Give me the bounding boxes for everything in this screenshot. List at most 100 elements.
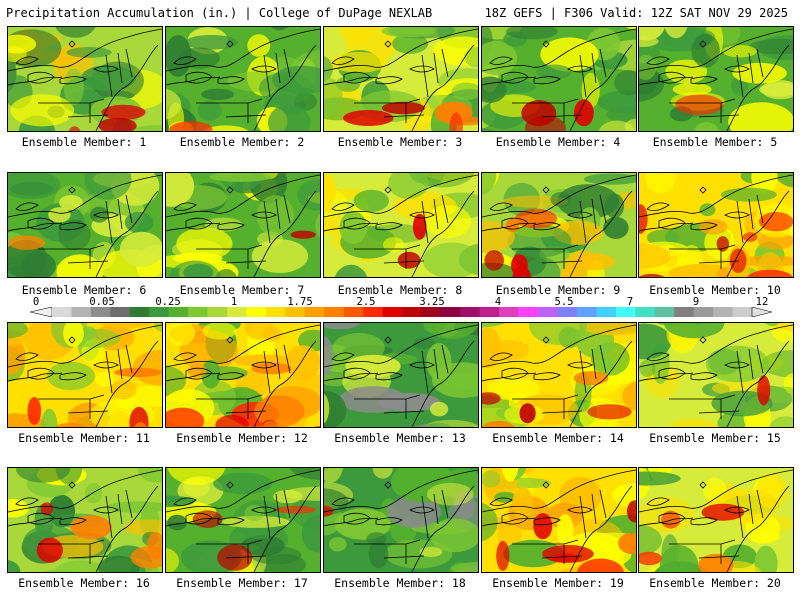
precip-contour-blob [166, 323, 196, 346]
ensemble-map-panel [638, 26, 794, 132]
precip-contour-blob [353, 189, 389, 212]
precip-contour-blob [366, 532, 387, 546]
heavy-precip-blob [169, 121, 213, 131]
precip-contour-blob [66, 47, 112, 58]
map-outline [343, 367, 371, 380]
map-outline [669, 394, 740, 419]
colorbar-tick-label: 0 [32, 296, 40, 308]
map-outline [8, 76, 63, 86]
precip-contour-blob [324, 323, 361, 330]
precip-contour-blob [230, 468, 243, 469]
colorbar-segment [635, 307, 656, 317]
ensemble-map-panel [7, 467, 163, 573]
map-outline [15, 497, 39, 507]
heavy-precip-blob [27, 397, 42, 425]
ensemble-map-panel [481, 322, 637, 428]
precip-contour-blob [95, 371, 115, 387]
station-marker [384, 481, 392, 489]
ensemble-member-label: Ensemble Member: 8 [337, 283, 463, 297]
map-outline [324, 324, 478, 368]
precip-contour-blob [536, 64, 572, 80]
map-outline [411, 340, 475, 427]
map-outline [331, 56, 355, 66]
map-outline [251, 506, 277, 514]
precip-contour-blob [56, 254, 104, 277]
map-outline [482, 222, 537, 232]
map-outline [105, 48, 133, 98]
map-outline [569, 44, 633, 131]
precip-field-map [8, 323, 162, 427]
station-marker [226, 336, 234, 344]
colorbar-tick-label: 0.05 [89, 296, 115, 308]
map-outline [736, 194, 764, 244]
map-outline [8, 517, 63, 527]
precip-contour-blob [332, 130, 352, 131]
ensemble-map-panel [481, 172, 637, 278]
map-outline [354, 539, 425, 564]
map-outline [15, 202, 39, 212]
precip-contour-blob [367, 224, 428, 244]
precip-contour-blob [201, 88, 234, 101]
precip-contour-blob [166, 365, 187, 397]
map-outline [59, 372, 87, 381]
precip-contour-blob [503, 539, 564, 568]
map-outline [253, 190, 317, 277]
heavy-precip-blob [639, 204, 648, 234]
precip-contour-blob [21, 251, 56, 277]
heavy-precip-blob [397, 251, 421, 269]
precip-contour-blob [56, 560, 106, 572]
map-outline [639, 174, 793, 218]
map-outline [354, 394, 425, 419]
precip-contour-blob [199, 366, 248, 381]
map-outline [15, 56, 39, 66]
colorbar-segment [129, 307, 150, 317]
map-outline [569, 190, 633, 277]
precip-contour-blob [63, 68, 84, 106]
precip-contour-blob [614, 70, 636, 96]
heavy-precip-blob [525, 115, 566, 131]
heavy-precip-blob [101, 104, 146, 120]
map-outline [501, 217, 529, 230]
heavy-precip-blob [511, 254, 528, 277]
ensemble-map-panel [165, 322, 321, 428]
station-marker [384, 186, 392, 194]
ensemble-member-label: Ensemble Member: 14 [492, 431, 624, 445]
colorbar-segment [343, 307, 364, 317]
precip-contour-blob [426, 482, 474, 506]
precip-contour-blob [98, 323, 153, 329]
precip-contour-blob [283, 486, 320, 501]
station-marker [542, 481, 550, 489]
map-outline [263, 48, 291, 98]
precip-field-map [324, 323, 478, 427]
precip-contour-blob [41, 569, 78, 572]
map-outline [409, 361, 435, 369]
heavy-precip-blob [215, 414, 249, 427]
precip-contour-blob [664, 323, 725, 339]
colorbar-segment [110, 307, 131, 317]
map-outline [105, 489, 133, 539]
precip-contour-blob [80, 65, 136, 91]
map-outline [411, 44, 475, 131]
precip-contour-blob [368, 540, 389, 569]
heavy-precip-blob [8, 235, 46, 250]
map-outline [421, 194, 449, 244]
precip-contour-blob [639, 524, 662, 557]
map-outline [690, 517, 718, 526]
colorbar-segment [285, 307, 306, 317]
map-outline [185, 217, 213, 230]
precip-contour-blob [244, 505, 265, 522]
heavy-precip-blob [290, 230, 316, 239]
map-outline [579, 194, 607, 244]
precip-contour-blob [639, 471, 681, 486]
precip-contour-blob [597, 356, 615, 372]
precip-contour-blob [645, 173, 676, 194]
station-marker [226, 40, 234, 48]
precip-field-map [166, 468, 320, 572]
colorbar-segment [615, 307, 636, 317]
precip-contour-blob [123, 519, 162, 536]
precip-contour-blob [8, 560, 21, 572]
heavy-precip-blob [70, 515, 112, 540]
heavy-precip-blob [675, 94, 724, 116]
precip-contour-blob [419, 546, 443, 557]
heavy-precip-blob [542, 545, 594, 563]
